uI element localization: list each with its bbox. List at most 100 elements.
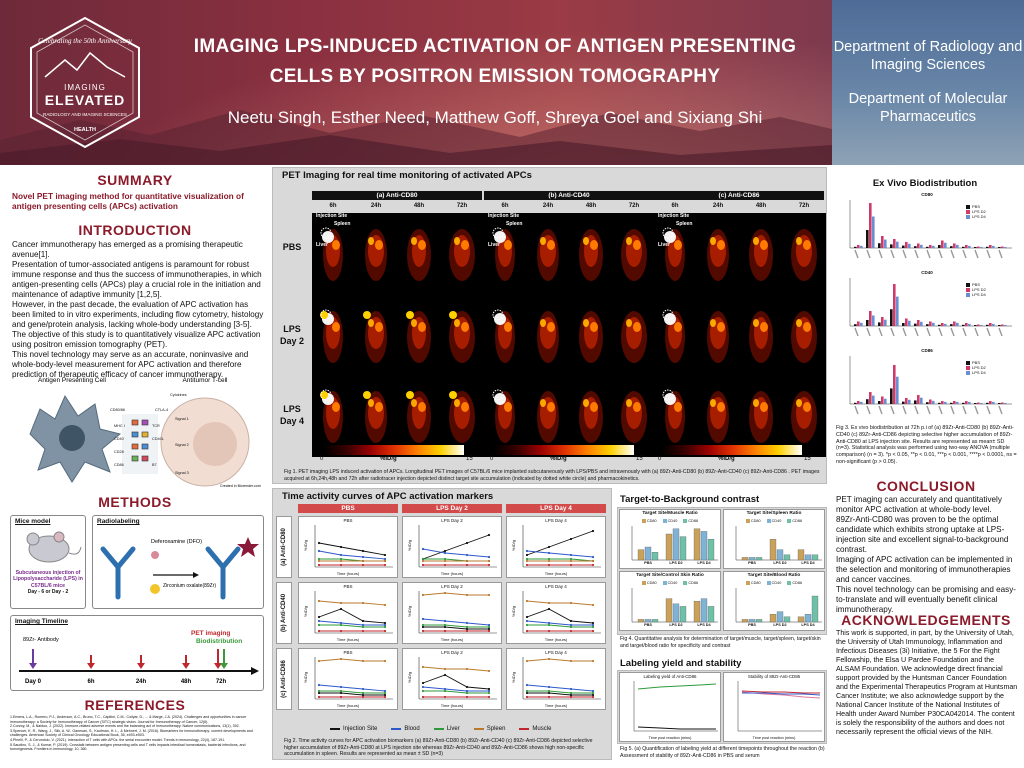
liver-label: Liver	[658, 242, 670, 248]
svg-text:Signal 3: Signal 3	[175, 471, 189, 475]
biodist-legend-item: LPS D4	[966, 214, 986, 219]
labeling-chart-title: Labeling yield of Anti-CD86	[643, 674, 697, 679]
tbc-category-label: PBS	[644, 561, 652, 565]
tbc-legend-label: CD40	[667, 581, 678, 585]
pet-row-label: LPS Day 2	[274, 323, 310, 347]
acknowledgements-text: This work is supported, in part, by the …	[836, 629, 1018, 736]
tac-column-header: LPS Day 4	[506, 504, 606, 513]
tac-chart: PBS Time (hours) %ID/g	[298, 582, 398, 644]
pet-mouse-image	[785, 215, 823, 289]
svg-text:48h: 48h	[181, 679, 192, 685]
mountain-silhouette	[0, 110, 832, 165]
svg-text:MHC I: MHC I	[114, 424, 125, 428]
tbc-category-label: PBS	[748, 623, 756, 627]
tac-legend-label: Injection Site	[343, 726, 378, 732]
pet-timepoint-label: 24h	[712, 203, 724, 209]
tac-heading: Time activity curves of APC activation m…	[282, 491, 494, 502]
tbc-legend-label: CD80	[646, 581, 657, 585]
tbc-legend-item: CD80	[745, 519, 761, 523]
intro-paragraph: Presentation of tumor-associated antigen…	[12, 260, 262, 299]
tbc-legend: CD80 CD40 CD86	[620, 519, 720, 523]
tbc-legend-label: CD40	[771, 519, 782, 523]
biodist-legend-label: LPS D4	[972, 292, 986, 297]
tbc-legend: CD80 CD40 CD86	[620, 581, 720, 585]
reference-item: 2.Conroy, M., & Naidoo, J. (2022). Immun…	[10, 724, 240, 729]
tac-x-label: Time (hours)	[336, 637, 360, 642]
intro-paragraph: However, in the past decade, the evaluat…	[12, 300, 264, 329]
pet-group-title: (a) Anti-CD80	[312, 191, 482, 200]
tbc-legend-item: CD80	[641, 519, 657, 523]
legend-swatch	[966, 209, 970, 214]
tac-chart-title: LPS Day 4	[545, 584, 567, 589]
tbc-category-label: LPS D4	[801, 561, 815, 565]
pet-mouse-image	[615, 377, 653, 451]
tbc-category-label: LPS D2	[773, 623, 787, 627]
colorbar-unit: %ID/g	[718, 456, 735, 462]
tbc-legend-label: CD80	[750, 581, 761, 585]
tbc-category-label: LPS D4	[697, 561, 711, 565]
imaging-timeline-box: Imaging Timeline 89Zr- Antibody PET imag…	[10, 615, 264, 691]
biodist-legend-label: LPS D4	[972, 370, 986, 375]
tbc-category-label: LPS D2	[773, 561, 787, 565]
radiolabeling-title: Radiolabeling	[97, 518, 140, 525]
biodist-legend-item: PBS	[966, 360, 986, 365]
pet-mouse-image	[400, 377, 438, 451]
pet-mouse-image	[699, 377, 737, 451]
tbc-chart-title: Target Site/Spleen Ratio	[746, 511, 802, 516]
legend-swatch	[330, 728, 340, 730]
tac-legend-item: Muscle	[519, 726, 551, 732]
tac-chart-title: LPS Day 2	[441, 518, 463, 523]
biodist-legend-label: PBS	[972, 282, 981, 287]
timeline-diagram: 89Zr- Antibody PET imaging Biodistributi…	[19, 630, 259, 685]
tbc-grid: Target Site/Muscle Ratio CD80 CD40 CD86 PBS L…	[619, 509, 825, 633]
mice-model-text: Subcutaneous injection of Lipopolysaccha…	[13, 570, 83, 589]
biodist-legend-label: PBS	[972, 204, 981, 209]
pet-mouse-image	[572, 215, 610, 289]
injection-site-label: Injection Site	[316, 213, 348, 219]
colorbar-max: 15	[804, 456, 811, 462]
reference-item: 1.Emens, L.A., Romero, P.J., Anderson, A…	[10, 715, 247, 724]
tac-chart-title: LPS Day 4	[545, 650, 567, 655]
svg-text:Antitumor T-cell: Antitumor T-cell	[182, 377, 228, 384]
imaging-elevated-logo: Celebrating the 50th Anniversary IMAGING…	[30, 16, 140, 149]
tbc-chart: Target Site/Muscle Ratio CD80 CD40 CD86 PBS L…	[619, 509, 721, 569]
pet-mouse-image	[400, 215, 438, 289]
biodist-legend-label: LPS D2	[972, 287, 986, 292]
legend-swatch	[787, 581, 792, 585]
pet-mouse-image	[656, 297, 694, 371]
svg-text:Created in Biorender.com: Created in Biorender.com	[220, 484, 261, 488]
svg-text:24h: 24h	[136, 679, 147, 685]
pet-image-grid: (a) Anti-CD80 6h 24h 48h 72h	[272, 185, 827, 457]
tac-legend-item: Spleen	[473, 726, 505, 732]
tac-x-label: Time (hours)	[544, 637, 568, 642]
biodist-legend-label: LPS D2	[972, 209, 986, 214]
tbc-chart-title: Target Site/Muscle Ratio	[642, 511, 698, 516]
timeline-title: Imaging Timeline	[15, 618, 68, 625]
tac-x-label: Time (hours)	[440, 703, 464, 708]
tbc-legend-label: CD80	[646, 519, 657, 523]
pet-mouse-image	[314, 215, 352, 289]
svg-text:Cytokines: Cytokines	[170, 393, 187, 397]
labeling-chart: Stability of 89Zr-Anti-CD86 Time post rea…	[723, 672, 825, 742]
tbc-chart: Target Site/Spleen Ratio CD80 CD40 CD86 PBS L…	[723, 509, 825, 569]
biodist-legend-label: LPS D4	[972, 214, 986, 219]
tac-chart: PBS Time (hours) %ID/g	[298, 648, 398, 710]
tac-x-label: Time (hours)	[440, 637, 464, 642]
legend-swatch	[766, 581, 771, 585]
tbc-chart: Target Site/Control Skin Ratio CD80 CD40 CD…	[619, 571, 721, 631]
conclusion-paragraph: PET imaging can accurately and quantitat…	[836, 495, 1002, 514]
pet-mouse-image	[699, 215, 737, 289]
pet-mouse-image	[785, 297, 823, 371]
tbc-legend-item: CD40	[766, 581, 781, 585]
pet-mouse-image	[656, 377, 694, 451]
title-line-1: IMAGING LPS-INDUCED ACTIVATION OF ANTIGE…	[193, 36, 797, 57]
biodist-chart-title: CD80	[921, 192, 933, 197]
biodist-legend: PBS LPS D2 LPS D4	[966, 204, 986, 219]
legend-swatch	[473, 728, 484, 730]
biodist-legend: PBS LPS D2 LPS D4	[966, 360, 986, 375]
tbc-legend-item: CD80	[745, 581, 761, 585]
tac-chart-title: LPS Day 2	[441, 650, 463, 655]
labeling-heading: Labeling yield and stability	[620, 658, 742, 669]
pet-mouse-image	[615, 215, 653, 289]
tbc-legend-label: CD40	[667, 519, 678, 523]
